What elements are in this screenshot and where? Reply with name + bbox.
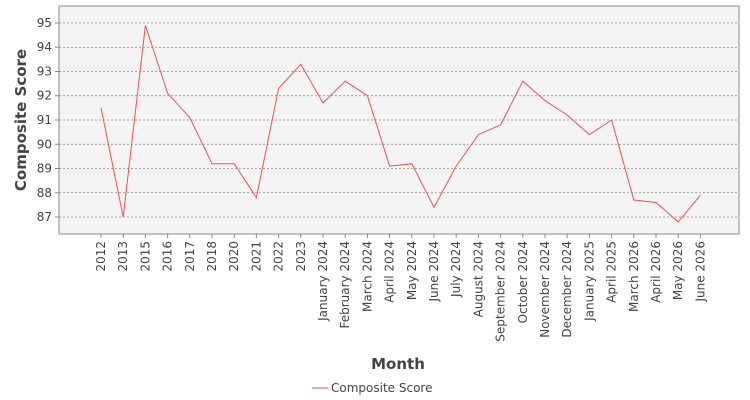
legend: Composite Score: [312, 381, 432, 395]
x-tick-label: September 2024: [494, 241, 508, 342]
y-tick-label: 94: [37, 40, 52, 54]
x-tick-label: January 2024: [316, 241, 330, 322]
x-tick-label: June 2024: [427, 241, 441, 303]
x-tick-label: April 2025: [605, 241, 619, 303]
x-tick-label: 2016: [161, 241, 175, 272]
x-tick-label: March 2024: [360, 241, 374, 312]
x-tick-label: January 2025: [582, 241, 596, 322]
y-tick-label: 91: [37, 113, 52, 127]
x-tick-label: 2021: [249, 241, 263, 272]
series-layer: [100, 25, 701, 223]
x-tick-label: August 2024: [471, 241, 485, 317]
x-tick-label: 2022: [272, 241, 286, 272]
x-tick-label: December 2024: [560, 241, 574, 338]
x-tick-label: June 2026: [693, 241, 707, 303]
y-tick-label: 87: [37, 210, 52, 224]
grid-lines: [59, 22, 739, 218]
x-tick-label: 2015: [138, 241, 152, 272]
x-tick-label: March 2026: [627, 241, 641, 312]
x-tick-label: May 2024: [405, 241, 419, 300]
y-tick-label: 95: [37, 16, 52, 30]
x-tick-label: 2018: [205, 241, 219, 272]
x-tick-label: 2013: [116, 241, 130, 272]
x-tick-label: July 2024: [449, 241, 463, 298]
series-line: [100, 25, 701, 223]
y-axis-ticks: 87 88 89 90 91 92 93 94 95: [37, 16, 59, 224]
x-axis-ticks: 2012 2013 2015 2016 2017 2018 2020 2021 2022 2023…: [94, 234, 707, 342]
x-tick-label: November 2024: [538, 241, 552, 338]
x-tick-label: 2017: [183, 241, 197, 272]
y-tick-label: 90: [37, 137, 52, 151]
x-tick-label: 2023: [294, 241, 308, 272]
y-axis-title: Composite Score: [12, 49, 30, 191]
x-tick-label: May 2026: [671, 241, 685, 300]
x-tick-label: April 2026: [649, 241, 663, 303]
y-tick-label: 93: [37, 64, 52, 78]
x-axis-title: Month: [371, 355, 425, 373]
y-tick-label: 92: [37, 89, 52, 103]
x-tick-label: 2020: [227, 241, 241, 272]
x-tick-label: October 2024: [516, 241, 530, 323]
x-tick-label: February 2024: [338, 241, 352, 329]
x-tick-label: April 2024: [383, 241, 397, 303]
legend-label: Composite Score: [331, 381, 432, 395]
y-tick-label: 88: [37, 186, 52, 200]
x-tick-label: 2012: [94, 241, 108, 272]
y-tick-label: 89: [37, 162, 52, 176]
